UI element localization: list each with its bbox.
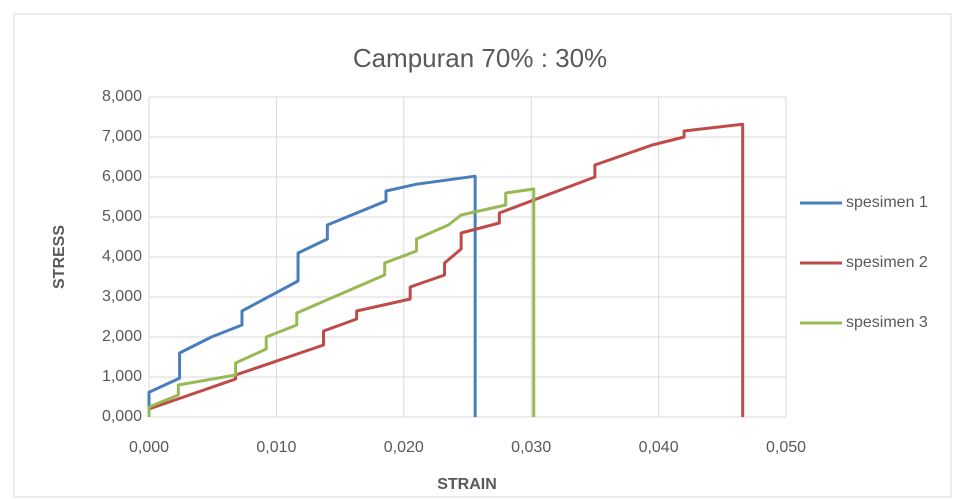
- series-line: [148, 122, 745, 417]
- y-tick-label: 6,000: [102, 168, 142, 185]
- y-tick-label: 8,000: [102, 88, 142, 105]
- legend-label: spesimen 3: [846, 314, 928, 331]
- x-tick-label: 0,040: [639, 439, 679, 456]
- series-line: [147, 174, 477, 417]
- legend-label: spesimen 2: [846, 254, 928, 271]
- y-tick-label: 0,000: [102, 408, 142, 425]
- y-tick-label: 2,000: [102, 328, 142, 345]
- x-tick-label: 0,020: [384, 439, 424, 456]
- legend-label: spesimen 1: [846, 194, 928, 211]
- y-tick-label: 3,000: [102, 288, 142, 305]
- chart-title: Campuran 70% : 30%: [353, 43, 607, 73]
- y-tick-label: 5,000: [102, 208, 142, 225]
- x-tick-label: 0,000: [129, 439, 169, 456]
- y-tick-label: 4,000: [102, 248, 142, 265]
- x-axis-title: STRAIN: [437, 476, 497, 493]
- x-tick-label: 0,050: [766, 439, 806, 456]
- y-axis-title: STRESS: [51, 225, 68, 289]
- y-tick-label: 7,000: [102, 128, 142, 145]
- y-tick-label: 1,000: [102, 368, 142, 385]
- x-tick-label: 0,010: [256, 439, 296, 456]
- series-line: [147, 187, 536, 417]
- x-tick-label: 0,030: [511, 439, 551, 456]
- chart-frame: [13, 13, 952, 498]
